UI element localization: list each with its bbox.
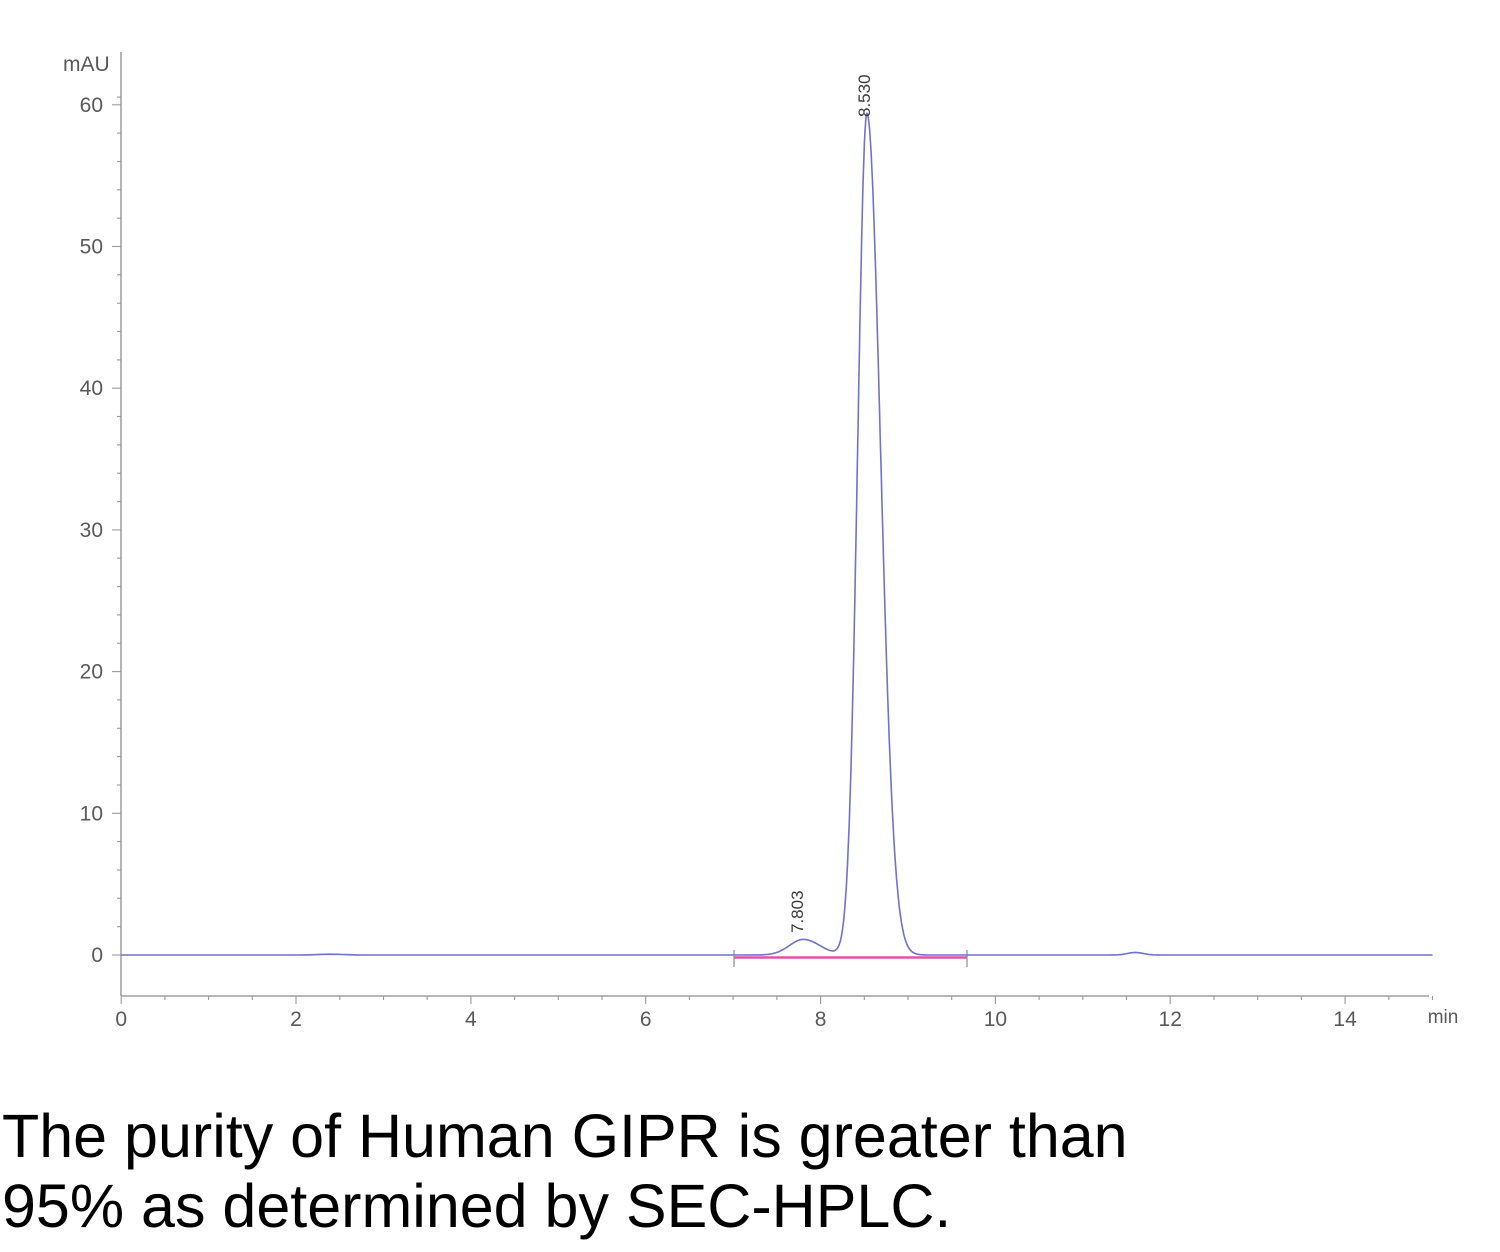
svg-text:10: 10: [984, 1008, 1007, 1031]
svg-text:30: 30: [80, 519, 103, 542]
svg-text:2: 2: [290, 1008, 302, 1031]
svg-text:60: 60: [80, 94, 103, 117]
svg-text:10: 10: [80, 802, 103, 825]
svg-text:12: 12: [1159, 1008, 1182, 1031]
svg-text:50: 50: [80, 236, 103, 259]
svg-text:6: 6: [640, 1008, 652, 1031]
svg-text:40: 40: [80, 377, 103, 400]
svg-text:8.530: 8.530: [855, 74, 874, 117]
svg-text:4: 4: [465, 1008, 477, 1031]
svg-text:14: 14: [1333, 1008, 1357, 1031]
svg-text:7.803: 7.803: [788, 890, 807, 933]
svg-text:min: min: [1428, 1007, 1459, 1028]
svg-text:0: 0: [115, 1008, 127, 1031]
svg-text:8: 8: [815, 1008, 827, 1031]
svg-text:mAU: mAU: [63, 53, 110, 76]
svg-text:0: 0: [91, 944, 103, 967]
svg-text:20: 20: [80, 661, 103, 684]
